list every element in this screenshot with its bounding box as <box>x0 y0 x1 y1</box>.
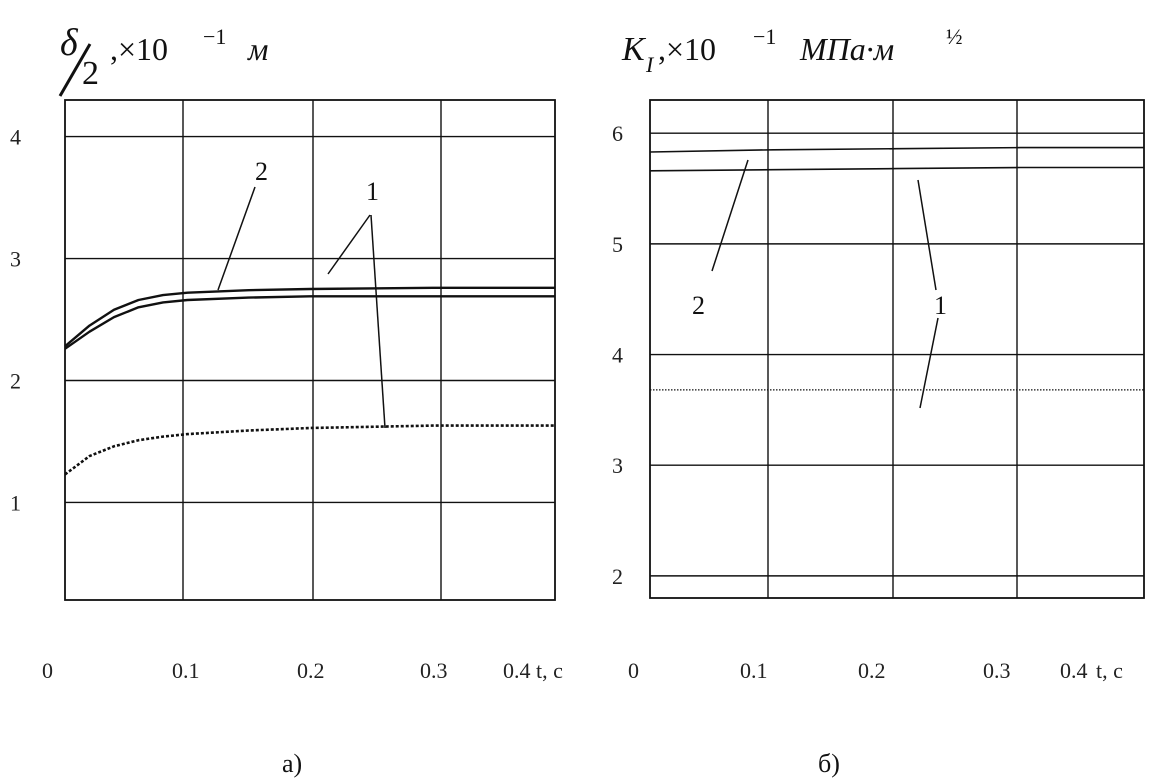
left-title-unit: м <box>247 31 268 67</box>
series-2-solid-line <box>649 146 1144 153</box>
left-title-delta: δ <box>60 22 79 64</box>
x-tick-label: 0.4 <box>1060 658 1088 683</box>
left-curve-annotations: 2 1 <box>217 157 386 429</box>
y-tick-label: 4 <box>612 343 623 368</box>
right-leader-1a <box>917 179 937 291</box>
left-leader-2 <box>217 186 256 291</box>
left-leader-1a <box>327 214 371 275</box>
y-tick-label: 1 <box>10 490 21 515</box>
series-2-solid-line <box>64 286 555 348</box>
right-label-1: 1 <box>934 291 947 320</box>
y-tick-label: 3 <box>612 453 623 478</box>
x-tick-label: 0.1 <box>172 658 200 683</box>
left-panel-label: а) <box>282 749 302 778</box>
left-label-2: 2 <box>255 157 268 186</box>
series-1-solid-line <box>649 166 1144 172</box>
series-1-dotted-line <box>64 424 555 476</box>
y-tick-label: 3 <box>10 247 21 272</box>
left-title: δ 2 ,×10 −1 м <box>58 22 268 97</box>
y-tick-label: 2 <box>612 564 623 589</box>
left-panel: 1 2 3 4 0 0.1 0.2 0.3 0.4 t, c <box>10 99 563 683</box>
left-title-two: 2 <box>82 55 99 92</box>
left-label-1: 1 <box>366 177 379 206</box>
right-label-2: 2 <box>692 291 705 320</box>
right-title-unit: МПа·м <box>799 31 894 67</box>
x-tick-label: 0.1 <box>740 658 768 683</box>
right-panel: 2 3 4 5 6 0 0.1 0.2 0.3 0.4 t, c <box>612 99 1145 683</box>
series-1-solid-line <box>64 295 555 350</box>
left-title-rest: ,×10 <box>110 31 168 67</box>
x-tick-label: 0.2 <box>297 658 325 683</box>
right-title-rest: ,×10 <box>658 31 716 67</box>
right-title-subscript: I <box>645 52 655 77</box>
right-title-unit-exponent: ½ <box>946 24 963 49</box>
plot-frame <box>649 99 1145 599</box>
right-title-k: K <box>621 31 647 68</box>
x-axis-label: t, c <box>1096 658 1123 683</box>
x-tick-label: 0 <box>628 658 639 683</box>
x-tick-label: 0.2 <box>858 658 886 683</box>
x-tick-label: 0.3 <box>983 658 1011 683</box>
right-title: K I ,×10 −1 МПа·м ½ <box>621 24 963 77</box>
left-leader-1b <box>370 214 386 429</box>
y-tick-label: 5 <box>612 232 623 257</box>
y-tick-label: 4 <box>10 125 21 150</box>
left-title-slash <box>58 43 92 97</box>
right-leader-2 <box>711 159 749 272</box>
right-title-exponent: −1 <box>753 24 776 49</box>
x-tick-label: 0.4 <box>503 658 531 683</box>
plot-frame <box>64 99 556 601</box>
y-tick-label: 2 <box>10 368 21 393</box>
right-panel-label: б) <box>818 749 840 778</box>
x-axis-label: t, c <box>536 658 563 683</box>
right-curve-annotations: 2 1 <box>692 159 947 409</box>
x-tick-label: 0 <box>42 658 53 683</box>
right-leader-1b <box>919 317 939 409</box>
left-title-exponent: −1 <box>203 24 226 49</box>
x-tick-label: 0.3 <box>420 658 448 683</box>
y-tick-label: 6 <box>612 121 623 146</box>
